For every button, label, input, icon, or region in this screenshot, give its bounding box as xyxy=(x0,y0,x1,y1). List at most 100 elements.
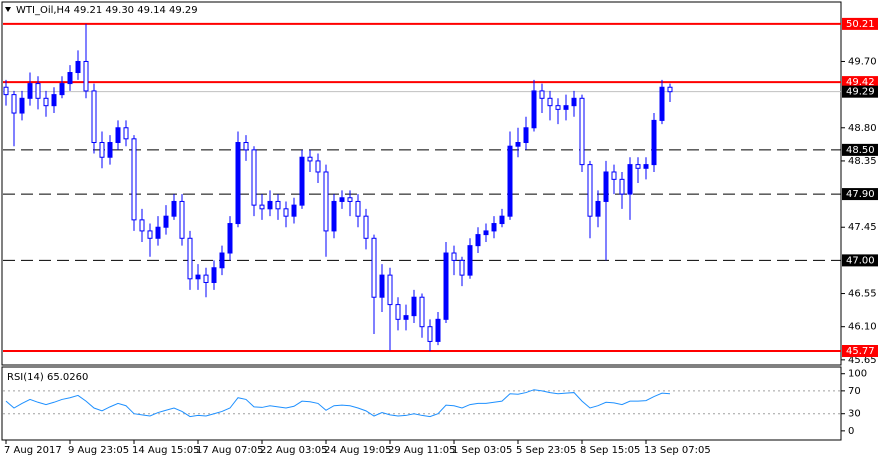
candle-body xyxy=(195,274,201,280)
candle-body xyxy=(363,215,369,239)
candle-body xyxy=(99,142,105,158)
x-tick-label: 14 Aug 15:05 xyxy=(132,445,199,456)
candle-body xyxy=(75,60,81,74)
level-box xyxy=(842,143,878,156)
candle-body xyxy=(267,200,273,210)
x-tick-label: 8 Sep 15:05 xyxy=(580,445,640,456)
candle-body xyxy=(235,142,241,225)
candle-body xyxy=(387,274,393,306)
candle-body xyxy=(339,197,345,202)
candle-body xyxy=(227,223,233,254)
candle-body xyxy=(395,304,401,320)
candle-body xyxy=(531,90,537,129)
candle-body xyxy=(563,105,569,110)
candle-body xyxy=(67,72,73,85)
x-tick-label: 5 Sep 23:05 xyxy=(516,445,576,456)
candle-body xyxy=(507,145,513,217)
x-tick-label: 9 Aug 23:05 xyxy=(68,445,129,456)
y-tick-label: 100 xyxy=(848,369,867,380)
candle-body xyxy=(627,164,633,195)
candle-body xyxy=(131,138,137,221)
candle-body xyxy=(611,171,617,180)
y-tick-label: 30 xyxy=(848,409,861,420)
candle-body xyxy=(171,200,177,217)
candle-body xyxy=(427,326,433,342)
candle-body xyxy=(587,164,593,217)
candle-body xyxy=(155,226,161,239)
candle-body xyxy=(107,142,113,158)
candle-body xyxy=(3,86,9,96)
candle-body xyxy=(515,142,521,147)
level-label: 47.90 xyxy=(846,189,875,200)
candle-body xyxy=(459,259,465,276)
rsi-title: RSI(14) 65.0260 xyxy=(7,372,88,383)
candle-body xyxy=(451,252,457,261)
candle-body xyxy=(11,94,17,114)
rsi-line xyxy=(5,389,671,418)
candle-body xyxy=(51,94,57,107)
candle-body xyxy=(379,274,385,298)
candle-body xyxy=(539,90,545,99)
candle-body xyxy=(307,156,313,162)
x-tick-label: 13 Sep 07:05 xyxy=(644,445,711,456)
candle-body xyxy=(331,200,337,232)
candle-body xyxy=(315,160,321,173)
menu-arrow xyxy=(5,7,11,12)
candle-body xyxy=(651,119,657,166)
candle-body xyxy=(203,274,209,283)
candle-body xyxy=(179,200,185,239)
candle-body xyxy=(411,296,417,317)
level-label: 50.21 xyxy=(846,19,875,30)
y-tick-label: 46.10 xyxy=(848,322,877,333)
candle-body xyxy=(59,83,65,96)
candle-body xyxy=(579,97,585,166)
candle-body xyxy=(499,215,505,225)
candle-body xyxy=(443,252,449,320)
level-label: 48.50 xyxy=(846,145,875,156)
candle-body xyxy=(219,252,225,269)
x-tick-label: 24 Aug 19:05 xyxy=(324,445,391,456)
y-tick-label: 48.35 xyxy=(848,156,877,167)
candle-body xyxy=(555,105,561,110)
candle-body xyxy=(243,142,249,151)
y-tick-label: 48.80 xyxy=(848,123,877,134)
candle-body xyxy=(435,318,441,342)
candle-body xyxy=(635,164,641,169)
candle-body xyxy=(187,237,193,280)
y-tick-label: 49.70 xyxy=(848,56,877,67)
candle-body xyxy=(91,90,97,144)
candle-body xyxy=(43,97,49,107)
candle-body xyxy=(355,200,361,217)
candle-body xyxy=(491,223,497,232)
level-box xyxy=(842,76,878,89)
candle-body xyxy=(115,127,121,144)
y-tick-label: 0 xyxy=(848,426,854,437)
candle-body xyxy=(259,204,265,210)
candle-body xyxy=(323,171,329,232)
candle-body xyxy=(667,86,673,93)
candle-body xyxy=(163,215,169,228)
candle-body xyxy=(547,97,553,107)
candle-body xyxy=(283,208,289,217)
candle-body xyxy=(347,197,353,202)
candle-body xyxy=(603,171,609,202)
candle-body xyxy=(147,230,153,239)
x-tick-label: 22 Aug 03:05 xyxy=(260,445,327,456)
candle-body xyxy=(595,200,601,217)
level-label: 49.29 xyxy=(846,87,875,98)
candle-body xyxy=(211,267,217,283)
level-box xyxy=(842,85,878,98)
level-label: 47.00 xyxy=(846,255,875,266)
candle-body xyxy=(467,245,473,276)
candle-body xyxy=(139,219,145,232)
candle-body xyxy=(619,178,625,195)
candle-body xyxy=(475,234,481,247)
candle-body xyxy=(571,97,577,107)
candle-body xyxy=(123,127,129,140)
candle-body xyxy=(275,200,281,210)
y-tick-label: 45.65 xyxy=(848,355,877,366)
candle-body xyxy=(291,204,297,217)
candle-body xyxy=(251,149,257,206)
